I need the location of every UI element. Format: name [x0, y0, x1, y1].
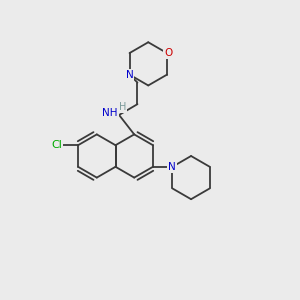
- Text: N: N: [126, 70, 134, 80]
- Text: H: H: [119, 103, 126, 112]
- Text: N: N: [169, 162, 176, 172]
- Text: NH: NH: [102, 109, 118, 118]
- Text: Cl: Cl: [51, 140, 62, 150]
- Text: O: O: [164, 48, 172, 58]
